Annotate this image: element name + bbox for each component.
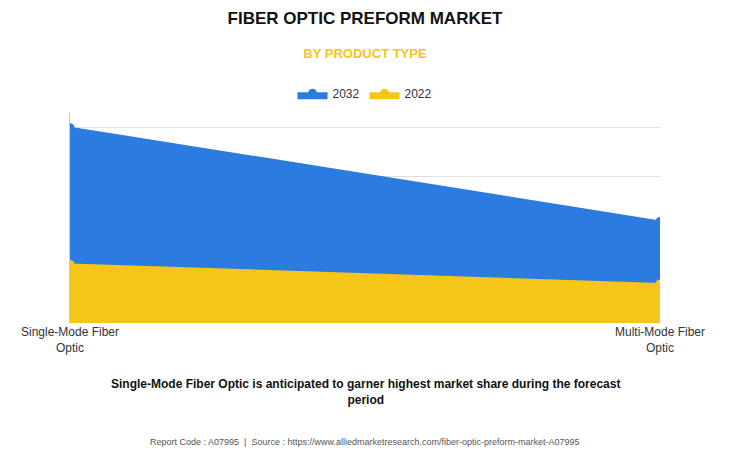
svg-text:Single-Mode FiberOptic: Single-Mode FiberOptic (21, 325, 119, 355)
svg-text:Single-Mode Fiber Optic is ant: Single-Mode Fiber Optic is anticipated t… (111, 377, 620, 407)
svg-text:2022: 2022 (405, 87, 432, 101)
svg-text:Report Code : A07995 | Sourc: Report Code : A07995 | Source : https://… (150, 437, 580, 447)
svg-text:2032: 2032 (333, 87, 360, 101)
svg-text:Multi-Mode FiberOptic: Multi-Mode FiberOptic (615, 325, 705, 355)
svg-text:BY PRODUCT TYPE: BY PRODUCT TYPE (303, 46, 427, 61)
svg-text:FIBER OPTIC PREFORM MARKET: FIBER OPTIC PREFORM MARKET (228, 9, 503, 28)
